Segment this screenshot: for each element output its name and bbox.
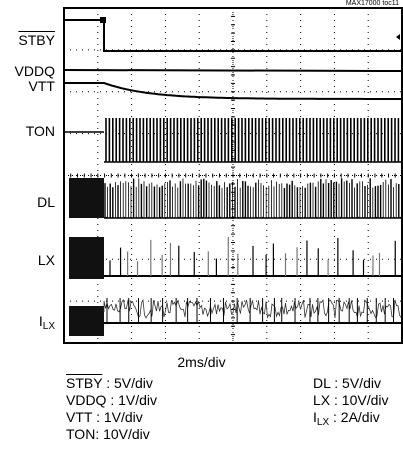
scale-ilx-name: I xyxy=(313,409,317,425)
trace-dl-burst xyxy=(69,178,104,218)
trace-ilx-burst xyxy=(69,306,104,336)
scale-vddq-name: VDDQ xyxy=(66,392,107,408)
label-stby: STBY xyxy=(0,32,55,48)
trace-stby-arrow xyxy=(396,34,400,40)
label-ilx-main: I xyxy=(38,313,43,329)
scale-lx: LX : 10V/div xyxy=(313,392,389,409)
scale-ilx: ILX : 2A/div xyxy=(313,409,380,431)
scale-stby-value: : 5V/div xyxy=(102,375,153,391)
scale-ton: TON: 10V/div xyxy=(66,426,150,443)
label-vtt: VTT xyxy=(28,78,55,94)
oscilloscope-plot xyxy=(63,7,403,344)
scale-ilx-value: : 2A/div xyxy=(329,409,380,425)
scale-vddq-value: : 1V/div xyxy=(106,392,158,408)
trace-vddq xyxy=(63,69,403,72)
scale-dl: DL : 5V/div xyxy=(313,375,381,392)
figure-id: MAX17000 toc11 xyxy=(345,0,399,7)
trace-stby-marker xyxy=(100,17,106,23)
label-vddq: VDDQ xyxy=(14,63,55,79)
label-lx: LX xyxy=(37,252,55,268)
scale-dl-value: : 5V/div xyxy=(330,375,381,391)
scale-dl-name: DL xyxy=(313,375,331,391)
scale-lx-name: LX xyxy=(313,392,331,408)
label-ton: TON xyxy=(25,123,55,139)
scale-vtt: VTT : 1V/div xyxy=(66,409,143,426)
traces xyxy=(63,17,403,336)
scale-vtt-name: VTT xyxy=(66,409,93,425)
scale-vtt-value: : 1V/div xyxy=(92,409,143,425)
label-stby-text: STBY xyxy=(18,32,55,48)
trace-vtt xyxy=(64,82,401,100)
label-ilx: ILX xyxy=(0,313,55,335)
scale-stby: STBY : 5V/div xyxy=(66,375,153,392)
x-axis-label: 2ms/div xyxy=(177,354,226,370)
trace-lx-burst xyxy=(69,237,104,279)
scale-lx-value: : 10V/div xyxy=(330,392,389,408)
scale-stby-name: STBY xyxy=(66,375,103,391)
scale-ilx-sub: LX xyxy=(316,417,330,428)
label-ilx-sub: LX xyxy=(42,321,55,332)
scale-ton-name: TON xyxy=(66,426,96,442)
scale-vddq: VDDQ : 1V/div xyxy=(66,392,157,409)
trace-ilx xyxy=(103,298,402,319)
scale-ton-value: : 10V/div xyxy=(95,426,150,442)
label-dl: DL xyxy=(37,194,55,210)
trace-stby xyxy=(64,19,402,52)
